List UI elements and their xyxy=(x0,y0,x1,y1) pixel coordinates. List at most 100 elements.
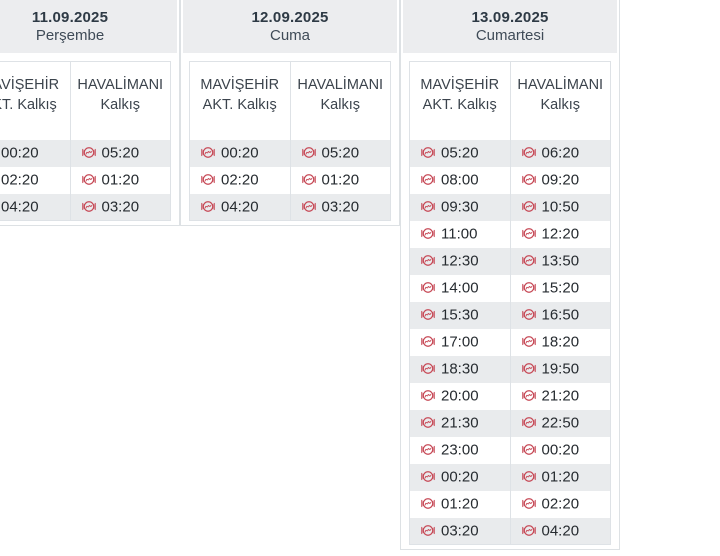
origin-departure-time: 04:20 xyxy=(1,198,39,216)
origin-time-cell: 00:20 xyxy=(0,140,70,167)
eshot-logo-icon xyxy=(521,524,536,537)
destination-departure-time: 01:20 xyxy=(541,468,580,486)
destination-departure-time: 05:20 xyxy=(101,144,140,162)
destination-header-line1: HAVALİMANI xyxy=(77,77,164,93)
table-row: 02:20 01:20 xyxy=(0,166,171,194)
origin-departure-time: 21:30 xyxy=(441,414,479,432)
day-header: 13.09.2025 Cumartesi xyxy=(403,0,617,53)
destination-time-cell: 15:20 xyxy=(509,274,611,302)
eshot-logo-icon xyxy=(81,146,96,159)
eshot-logo-icon xyxy=(521,146,536,159)
table-row: 09:30 10:50 xyxy=(409,193,611,221)
eshot-logo-icon xyxy=(81,200,96,213)
eshot-logo-icon xyxy=(301,173,316,186)
destination-departure-time: 03:20 xyxy=(101,198,140,216)
eshot-logo-icon xyxy=(421,470,435,483)
table-row: 12:30 13:50 xyxy=(409,247,611,275)
origin-header-line1: MAVİŞEHİR xyxy=(0,77,60,93)
destination-departure-time: 01:20 xyxy=(321,171,360,189)
origin-column-header: MAVİŞEHİR AKT. Kalkış xyxy=(190,62,291,140)
destination-departure-time: 05:20 xyxy=(321,144,360,162)
origin-time-cell: 15:30 xyxy=(410,302,511,329)
origin-departure-time: 02:20 xyxy=(1,171,39,189)
table-row: 03:20 04:20 xyxy=(409,517,611,545)
eshot-logo-icon xyxy=(421,200,435,213)
eshot-logo-icon xyxy=(521,416,536,429)
destination-departure-time: 03:20 xyxy=(321,198,360,216)
destination-column-header: HAVALİMANI Kalkış xyxy=(509,61,611,140)
eshot-logo-icon xyxy=(521,443,536,456)
origin-departure-time: 00:20 xyxy=(1,144,39,162)
eshot-logo-icon xyxy=(521,308,536,321)
eshot-logo-icon xyxy=(521,362,536,375)
table-row: 08:00 09:20 xyxy=(410,166,611,194)
table-row: 18:30 19:50 xyxy=(409,355,611,383)
origin-header-line2: AKT. Kalkış xyxy=(422,97,497,114)
destination-time-cell: 01:20 xyxy=(289,166,391,194)
destination-time-cell: 02:20 xyxy=(509,490,611,518)
destination-time-cell: 01:20 xyxy=(509,463,611,491)
destination-time-cell: 01:20 xyxy=(69,166,171,194)
origin-departure-time: 15:30 xyxy=(441,306,479,324)
table-row: 01:20 02:20 xyxy=(410,490,611,518)
eshot-logo-icon xyxy=(421,281,435,294)
origin-departure-time: 01:20 xyxy=(441,495,479,513)
destination-departure-time: 12:20 xyxy=(541,225,580,243)
eshot-logo-icon xyxy=(421,173,435,186)
table-header-row: MAVİŞEHİR AKT. Kalkış HAVALİMANI Kalkış xyxy=(190,61,391,140)
destination-departure-time: 02:20 xyxy=(541,495,580,513)
destination-time-cell: 12:20 xyxy=(509,220,611,248)
origin-time-cell: 21:30 xyxy=(410,410,511,437)
origin-header-line2: AKT. Kalkış xyxy=(202,97,277,114)
times-table: MAVİŞEHİR AKT. Kalkış HAVALİMANI Kalkış xyxy=(0,61,171,221)
table-header-row: MAVİŞEHİR AKT. Kalkış HAVALİMANI Kalkış xyxy=(0,61,171,140)
destination-departure-time: 22:50 xyxy=(541,414,580,432)
eshot-logo-icon xyxy=(421,308,435,321)
table-row: 23:00 00:20 xyxy=(410,436,611,464)
table-row: 15:30 16:50 xyxy=(409,301,611,329)
destination-departure-time: 00:20 xyxy=(541,441,580,459)
origin-time-cell: 11:00 xyxy=(410,221,511,248)
origin-time-cell: 00:20 xyxy=(190,140,291,167)
table-row: 00:20 01:20 xyxy=(409,463,611,491)
destination-departure-time: 18:20 xyxy=(541,333,580,351)
table-row: 05:20 06:20 xyxy=(409,139,611,167)
destination-time-cell: 13:50 xyxy=(509,247,611,275)
destination-departure-time: 13:50 xyxy=(541,252,580,270)
destination-time-cell: 16:50 xyxy=(509,301,611,329)
origin-departure-time: 18:30 xyxy=(441,360,479,378)
origin-time-cell: 18:30 xyxy=(410,356,511,383)
destination-time-cell: 05:20 xyxy=(69,139,171,167)
origin-column-header: MAVİŞEHİR AKT. Kalkış xyxy=(410,62,511,140)
eshot-logo-icon xyxy=(521,227,536,240)
origin-departure-time: 04:20 xyxy=(221,198,259,216)
table-row: 00:20 05:20 xyxy=(0,139,171,167)
destination-departure-time: 21:20 xyxy=(541,387,580,405)
eshot-logo-icon xyxy=(81,173,96,186)
origin-time-cell: 08:00 xyxy=(410,167,511,194)
destination-time-cell: 05:20 xyxy=(289,139,391,167)
origin-departure-time: 11:00 xyxy=(441,225,478,243)
table-row: 04:20 03:20 xyxy=(189,193,391,221)
day-card: 11.09.2025 Perşembe MAVİŞEHİR AKT. Kalkı… xyxy=(0,0,180,226)
destination-departure-time: 15:20 xyxy=(541,279,580,297)
destination-time-cell: 03:20 xyxy=(289,193,391,221)
origin-time-cell: 04:20 xyxy=(190,194,291,221)
origin-header-line1: MAVİŞEHİR xyxy=(200,77,280,93)
origin-departure-time: 02:20 xyxy=(221,171,259,189)
destination-header-line2: Kalkış xyxy=(320,97,361,114)
eshot-logo-icon xyxy=(521,497,536,510)
origin-time-cell: 17:00 xyxy=(410,329,511,356)
destination-departure-time: 01:20 xyxy=(101,171,140,189)
eshot-logo-icon xyxy=(421,146,435,159)
day-date: 11.09.2025 xyxy=(31,8,109,26)
eshot-logo-icon xyxy=(421,227,435,240)
destination-time-cell: 19:50 xyxy=(509,355,611,383)
origin-time-cell: 23:00 xyxy=(410,437,511,464)
day-header: 11.09.2025 Perşembe xyxy=(0,0,177,53)
eshot-logo-icon xyxy=(421,524,435,537)
day-date: 12.09.2025 xyxy=(251,8,329,26)
eshot-logo-icon xyxy=(421,443,435,456)
origin-time-cell: 05:20 xyxy=(410,140,511,167)
